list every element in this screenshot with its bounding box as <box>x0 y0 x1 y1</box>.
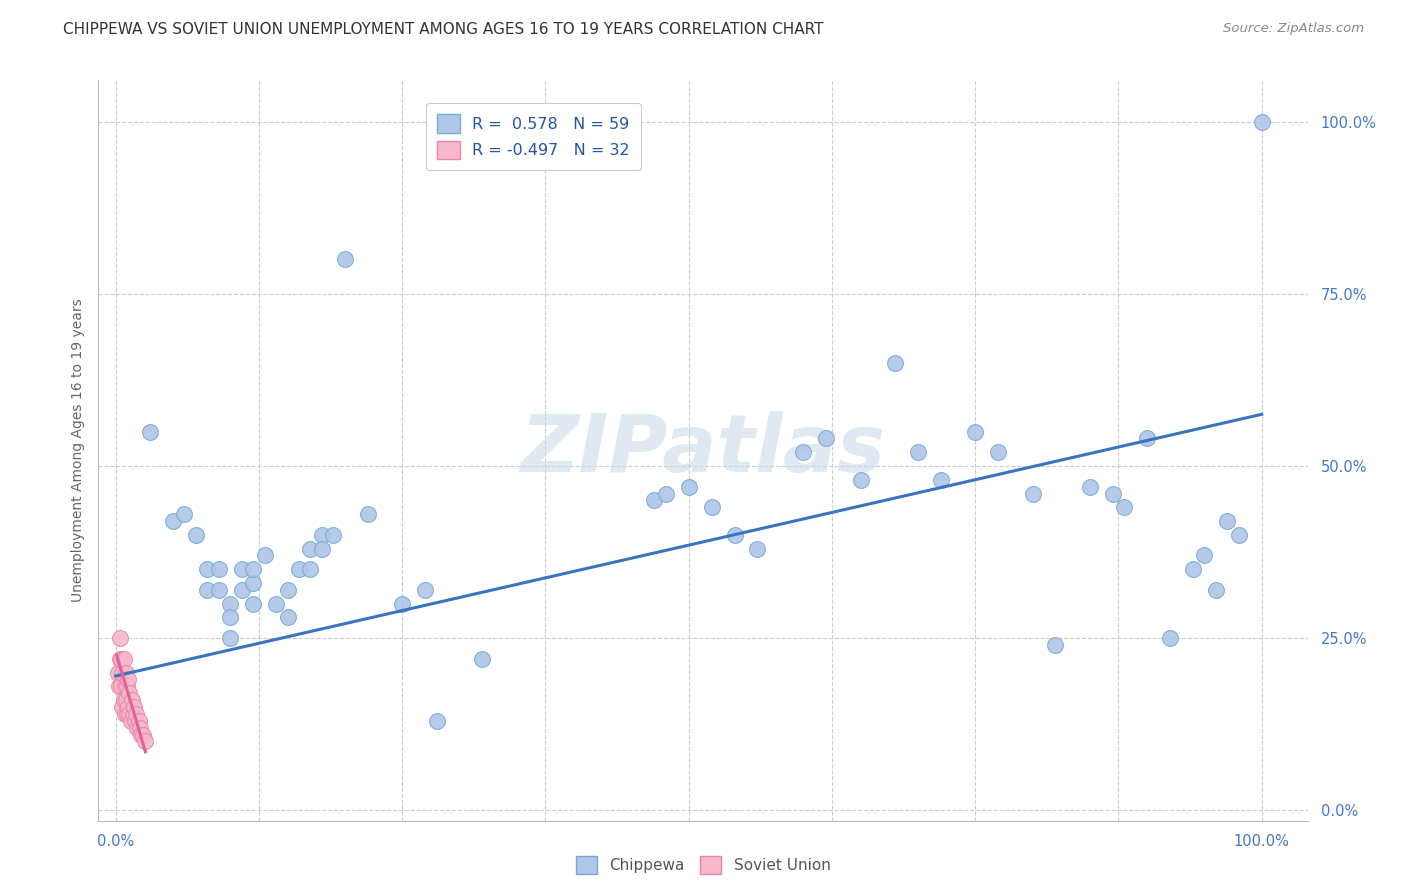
Point <box>929 473 952 487</box>
Point <box>242 576 264 591</box>
Point <box>747 541 769 556</box>
Point <box>907 445 929 459</box>
Point <box>678 480 700 494</box>
Y-axis label: Unemployment Among Ages 16 to 19 years: Unemployment Among Ages 16 to 19 years <box>70 299 84 602</box>
Point <box>1021 486 1043 500</box>
Point <box>124 714 146 728</box>
Point <box>299 541 322 556</box>
Point <box>118 706 141 721</box>
Point <box>253 549 276 563</box>
Point <box>219 597 242 611</box>
Point <box>127 721 149 735</box>
Point <box>108 652 131 666</box>
Point <box>277 582 299 597</box>
Point <box>311 541 333 556</box>
Point <box>792 445 814 459</box>
Point <box>219 610 242 624</box>
Point <box>299 562 322 576</box>
Point <box>125 706 148 721</box>
Point <box>643 493 665 508</box>
Point <box>311 528 333 542</box>
Point <box>1250 114 1272 128</box>
Point <box>1101 486 1123 500</box>
Point <box>884 356 907 370</box>
Point <box>1227 528 1250 542</box>
Point <box>208 582 231 597</box>
Point <box>333 252 356 267</box>
Point <box>849 473 872 487</box>
Point <box>655 486 678 500</box>
Point <box>413 582 436 597</box>
Point <box>121 706 143 721</box>
Point <box>173 507 195 521</box>
Point <box>107 665 129 680</box>
Point <box>1136 431 1159 445</box>
Point <box>1216 514 1239 528</box>
Point <box>128 721 150 735</box>
Point <box>231 562 253 576</box>
Point <box>121 693 143 707</box>
Point <box>110 679 132 693</box>
Point <box>1181 562 1204 576</box>
Point <box>1194 549 1216 563</box>
Point <box>115 679 138 693</box>
Text: CHIPPEWA VS SOVIET UNION UNEMPLOYMENT AMONG AGES 16 TO 19 YEARS CORRELATION CHAR: CHIPPEWA VS SOVIET UNION UNEMPLOYMENT AM… <box>63 22 824 37</box>
Legend: R =  0.578   N = 59, R = -0.497   N = 32: R = 0.578 N = 59, R = -0.497 N = 32 <box>426 103 641 170</box>
Point <box>120 714 142 728</box>
Point <box>108 631 131 645</box>
Point <box>425 714 447 728</box>
Point <box>264 597 287 611</box>
Point <box>112 693 135 707</box>
Point <box>391 597 413 611</box>
Point <box>322 528 344 542</box>
Point <box>357 507 380 521</box>
Point <box>987 445 1010 459</box>
Point <box>219 631 242 645</box>
Point <box>134 734 156 748</box>
Point <box>208 562 231 576</box>
Point <box>1114 500 1136 515</box>
Text: Source: ZipAtlas.com: Source: ZipAtlas.com <box>1223 22 1364 36</box>
Point <box>122 700 145 714</box>
Point <box>115 706 138 721</box>
Text: ZIPatlas: ZIPatlas <box>520 411 886 490</box>
Point <box>112 652 135 666</box>
Point <box>1159 631 1181 645</box>
Point <box>128 714 150 728</box>
Point <box>129 727 152 741</box>
Point <box>114 679 136 693</box>
Point <box>162 514 184 528</box>
Point <box>118 686 141 700</box>
Point <box>111 700 134 714</box>
Point <box>1205 582 1227 597</box>
Point <box>700 500 723 515</box>
Point <box>195 582 218 597</box>
Point <box>288 562 311 576</box>
Point <box>115 693 138 707</box>
Point <box>231 582 253 597</box>
Point <box>277 610 299 624</box>
Point <box>965 425 987 439</box>
Point <box>110 652 132 666</box>
Point <box>117 700 139 714</box>
Point <box>184 528 207 542</box>
Point <box>1078 480 1101 494</box>
Point <box>115 665 138 680</box>
Point <box>114 706 136 721</box>
Legend: Chippewa, Soviet Union: Chippewa, Soviet Union <box>569 850 837 880</box>
Point <box>111 665 134 680</box>
Point <box>108 679 131 693</box>
Point <box>195 562 218 576</box>
Point <box>242 597 264 611</box>
Point <box>132 727 155 741</box>
Point <box>242 562 264 576</box>
Point <box>139 425 162 439</box>
Point <box>815 431 838 445</box>
Point <box>1045 638 1067 652</box>
Point <box>471 652 494 666</box>
Point <box>723 528 745 542</box>
Point <box>117 673 139 687</box>
